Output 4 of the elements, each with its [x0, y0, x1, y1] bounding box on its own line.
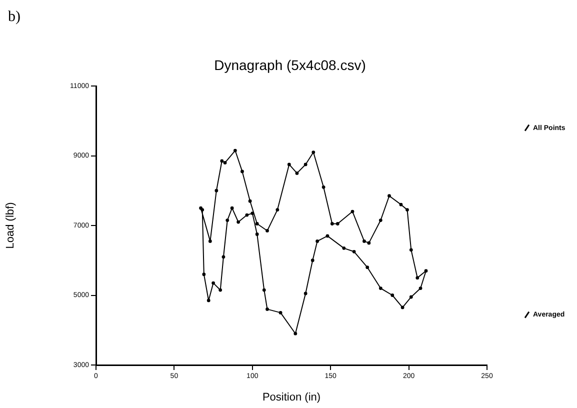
chart-title: Dynagraph (5x4c08.csv): [214, 56, 366, 73]
x-axis-title: Position (in): [262, 391, 321, 404]
y-axis-title: Load (lbf): [4, 202, 17, 249]
text: b): [8, 8, 20, 25]
